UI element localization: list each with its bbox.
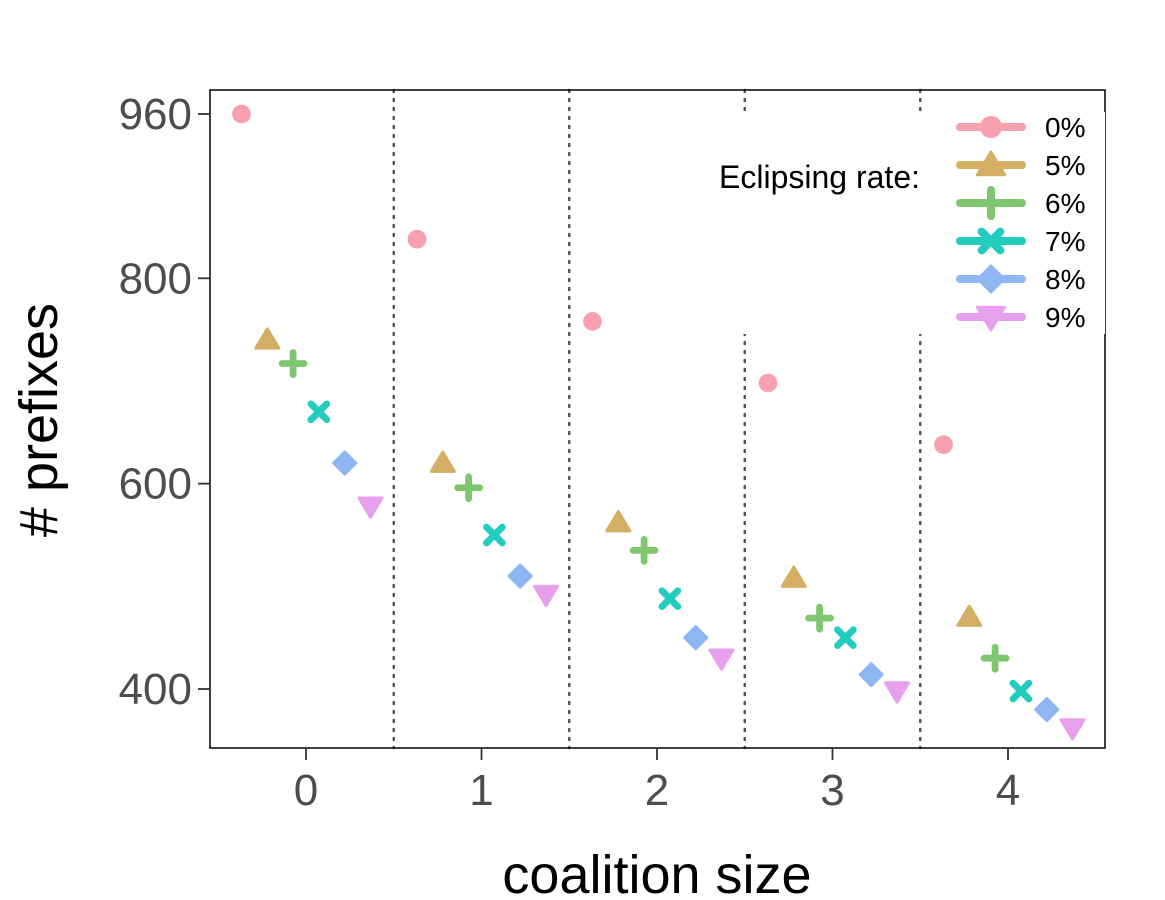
legend-item: 6% xyxy=(956,185,1085,221)
x-tick-label: 1 xyxy=(469,766,493,815)
data-point xyxy=(332,450,358,476)
data-point xyxy=(278,349,308,378)
data-point xyxy=(1009,679,1033,703)
legend-marker xyxy=(975,305,1007,332)
legend-item: 7% xyxy=(956,226,1085,257)
data-point xyxy=(1034,697,1060,723)
data-point xyxy=(407,229,427,249)
legend-label: 6% xyxy=(1045,188,1085,219)
data-point xyxy=(708,648,735,671)
data-point xyxy=(658,587,682,610)
x-tick-label: 2 xyxy=(645,766,669,815)
data-point xyxy=(834,626,857,649)
x-axis-title: coalition size xyxy=(502,845,811,900)
legend-label: 5% xyxy=(1045,150,1085,181)
x-axis: 0 1 2 3 4 xyxy=(294,748,1020,815)
x-tick-label: 3 xyxy=(820,766,844,815)
data-point xyxy=(483,523,506,547)
legend-item: 0% xyxy=(956,112,1085,143)
data-point xyxy=(883,681,911,704)
x-tick-label: 0 xyxy=(294,766,318,815)
data-point xyxy=(454,473,484,503)
data-point xyxy=(629,535,659,565)
data-point xyxy=(429,450,456,473)
legend: Eclipsing rate: 0% 5% 6% 7% 8% 9% xyxy=(680,112,1105,334)
legend-marker xyxy=(973,185,1009,221)
data-point xyxy=(307,400,331,424)
data-point xyxy=(605,510,632,533)
legend-title: Eclipsing rate: xyxy=(719,159,920,195)
legend-marker xyxy=(979,115,1003,139)
legend-marker xyxy=(976,264,1006,294)
legend-item: 5% xyxy=(956,150,1085,181)
data-point xyxy=(858,662,884,688)
legend-label: 7% xyxy=(1045,226,1085,257)
data-point xyxy=(805,603,835,633)
data-point xyxy=(934,435,953,454)
data-point xyxy=(1059,718,1086,741)
data-point xyxy=(254,327,281,350)
data-point xyxy=(683,625,709,651)
data-point xyxy=(232,104,251,124)
data-point xyxy=(507,563,533,589)
y-tick-label: 600 xyxy=(119,460,192,509)
y-tick-label: 800 xyxy=(119,254,192,303)
data-point xyxy=(980,643,1010,673)
data-point xyxy=(583,312,602,331)
legend-background xyxy=(680,112,1105,334)
y-axis-title: # prefixes xyxy=(9,303,69,537)
x-tick-label: 4 xyxy=(996,766,1020,815)
legend-marker xyxy=(977,227,1005,255)
y-tick-label: 960 xyxy=(119,90,192,139)
data-point xyxy=(532,584,560,608)
legend-label: 0% xyxy=(1045,112,1085,143)
legend-marker xyxy=(975,150,1007,177)
data-points xyxy=(232,104,1086,741)
y-tick-label: 400 xyxy=(119,665,192,714)
data-point xyxy=(357,496,384,519)
y-axis: 400 600 800 960 xyxy=(119,90,210,714)
data-point xyxy=(956,604,983,627)
data-point xyxy=(758,373,778,393)
legend-label: 8% xyxy=(1045,264,1085,295)
legend-label: 9% xyxy=(1045,302,1085,333)
legend-item: 8% xyxy=(956,264,1085,295)
legend-item: 9% xyxy=(956,302,1085,333)
data-point xyxy=(780,565,807,588)
